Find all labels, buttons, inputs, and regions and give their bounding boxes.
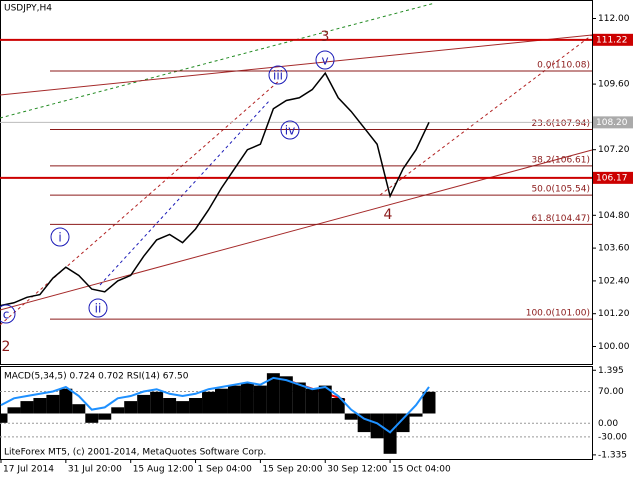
wave-circle bbox=[50, 227, 70, 247]
macd-bar bbox=[7, 407, 21, 414]
x-tick-label: 30 Sep 12:00 bbox=[327, 465, 387, 475]
macd-bar bbox=[189, 398, 203, 414]
wave-label: iii bbox=[273, 69, 283, 83]
macd-bar bbox=[409, 413, 423, 417]
wave-label: iv bbox=[285, 124, 295, 138]
x-tick-label: 1 Sep 04:00 bbox=[198, 465, 253, 475]
fib-label: 0.0(110.08) bbox=[537, 60, 590, 70]
macd-bar bbox=[383, 413, 397, 454]
trend-line bbox=[0, 34, 593, 96]
macd-bar bbox=[176, 401, 190, 414]
macd-bar bbox=[46, 394, 60, 414]
y-tick-label: -30.00 bbox=[598, 432, 627, 442]
macd-bar bbox=[292, 382, 306, 414]
macd-bar bbox=[422, 391, 436, 414]
fib-label: 100.0(101.00) bbox=[526, 309, 590, 319]
price-box-label: 108.20 bbox=[596, 118, 628, 128]
price-line bbox=[0, 71, 430, 307]
y-tick-label: 112.00 bbox=[598, 14, 630, 24]
wave-circle bbox=[0, 304, 16, 324]
main-panel bbox=[0, 0, 593, 365]
y-tick-label: 107.20 bbox=[598, 145, 630, 155]
macd-bar bbox=[33, 398, 47, 414]
x-tick-label: 15 Oct 04:00 bbox=[392, 465, 451, 475]
channel-line bbox=[0, 2, 436, 119]
macd-bar bbox=[266, 373, 280, 414]
price-box-label: 111.22 bbox=[596, 35, 628, 45]
wave-circle bbox=[315, 50, 335, 70]
macd-bar bbox=[227, 385, 241, 414]
macd-bar bbox=[331, 398, 345, 414]
wave-label: ii bbox=[95, 302, 102, 316]
macd-bar bbox=[357, 413, 371, 433]
wave-label: 2 bbox=[2, 339, 11, 355]
wave-circle bbox=[88, 298, 108, 318]
price-box-label: 106.17 bbox=[596, 173, 628, 183]
macd-bar bbox=[98, 413, 112, 420]
y-tick-label: 100.00 bbox=[598, 342, 630, 352]
y-tick-label: 70.00 bbox=[598, 387, 624, 397]
wave-label: 4 bbox=[384, 207, 393, 223]
wave-label: i bbox=[58, 231, 61, 245]
y-tick-label: 101.20 bbox=[598, 309, 630, 319]
x-tick-label: 15 Sep 20:00 bbox=[262, 465, 322, 475]
fib-label: 50.0(105.54) bbox=[531, 185, 590, 195]
chart-title: USDJPY,H4 bbox=[4, 4, 52, 14]
y-tick-label: 1.395 bbox=[598, 366, 624, 376]
macd-bar bbox=[318, 385, 332, 414]
y-tick-label: 109.60 bbox=[598, 80, 630, 90]
wave-circle bbox=[280, 120, 300, 140]
trend-line bbox=[0, 149, 593, 311]
macd-bar bbox=[124, 401, 138, 414]
y-tick-label: -1.335 bbox=[598, 450, 627, 460]
fib-label: 23.6(107.94) bbox=[531, 119, 590, 129]
y-tick-label: 102.40 bbox=[598, 276, 630, 286]
y-tick-label: 0.00 bbox=[598, 419, 618, 429]
rsi-line bbox=[0, 376, 430, 434]
macd-bar bbox=[20, 401, 34, 414]
macd-bar bbox=[150, 391, 164, 414]
macd-bar bbox=[344, 413, 358, 420]
y-tick-label: 104.80 bbox=[598, 211, 630, 221]
indicator-title: MACD(5,34,5) 0.724 0.702 RSI(14) 67.50 bbox=[4, 372, 189, 382]
price-box bbox=[593, 33, 633, 46]
footer: LiteForex MT5, (c) 2001-2014, MetaQuotes… bbox=[4, 448, 266, 458]
macd-bar bbox=[202, 391, 215, 414]
x-tick-label: 15 Aug 12:00 bbox=[133, 465, 194, 475]
macd-bar bbox=[111, 407, 125, 414]
macd-bar bbox=[240, 382, 254, 414]
wave-label: v bbox=[321, 54, 328, 68]
macd-bar bbox=[215, 388, 228, 414]
macd-bar bbox=[305, 388, 319, 414]
wave-channel bbox=[379, 34, 593, 196]
macd-bar bbox=[163, 398, 177, 414]
wave-channel bbox=[0, 79, 281, 326]
wave-label: 3 bbox=[321, 29, 330, 45]
x-tick-label: 31 Jul 20:00 bbox=[68, 465, 122, 475]
macd-bar bbox=[253, 385, 267, 414]
price-box bbox=[593, 116, 633, 129]
macd-bar bbox=[396, 413, 410, 433]
price-box bbox=[593, 171, 633, 184]
macd-bar bbox=[0, 413, 8, 423]
macd-bar bbox=[137, 394, 151, 414]
wave-circle bbox=[268, 65, 288, 85]
macd-bar bbox=[72, 404, 86, 414]
y-tick-label: 103.60 bbox=[598, 244, 630, 254]
macd-bar bbox=[370, 413, 384, 439]
macd-bar bbox=[85, 413, 99, 423]
macd-bar bbox=[59, 388, 73, 414]
wave-label: c bbox=[3, 308, 10, 322]
fib-label: 38.2(106.61) bbox=[531, 155, 590, 165]
x-tick-label: 17 Jul 2014 bbox=[3, 465, 54, 475]
macd-bar bbox=[279, 376, 293, 414]
fib-label: 61.8(104.47) bbox=[531, 214, 590, 224]
